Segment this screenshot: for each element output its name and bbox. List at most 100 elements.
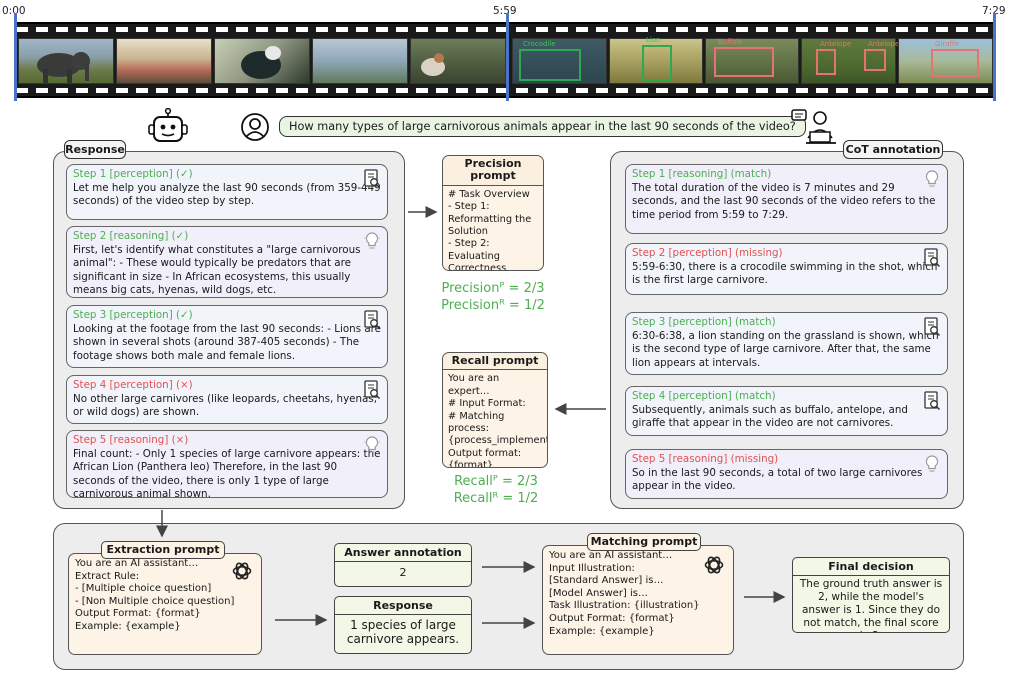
video-frame-flowers <box>116 38 212 84</box>
giraffe-bbox: Giraffe <box>931 40 979 77</box>
perception-icon <box>364 310 381 330</box>
final-decision-end: . <box>879 630 882 632</box>
cot-annotation-panel-title: CoT annotation <box>843 140 943 159</box>
antelope-bbox-1: Antelope <box>816 40 851 75</box>
video-frame-crocodile: Crocodile <box>512 38 607 84</box>
response-step-1-header: Step 1 [perception] (✓) <box>73 168 193 180</box>
recall-prompt-title: Recall prompt <box>443 353 547 371</box>
lion-bbox: Lion <box>642 36 672 81</box>
cot-step-4: Step 4 [perception] (match) Subsequently… <box>625 386 948 436</box>
extraction-prompt-title: Extraction prompt <box>101 541 225 559</box>
bird-silhouette <box>241 46 281 79</box>
matching-prompt-line: Input Illustration: <box>549 562 635 574</box>
extraction-prompt-line: - [Non Multiple choice question] <box>75 595 235 607</box>
video-frame-bird <box>214 38 310 84</box>
cot-step-3: Step 3 [perception] (match) 6:30-6:38, a… <box>625 312 948 375</box>
response-step-2-header: Step 2 [reasoning] (✓) <box>73 230 189 242</box>
recall-prompt-line: # Matching process: {process_implement} <box>448 410 548 447</box>
response-step-4: Step 4 [perception] (×) No other large c… <box>66 375 388 424</box>
matching-prompt-title: Matching prompt <box>587 533 701 551</box>
timeline-end-marker <box>993 13 996 101</box>
final-decision-text: The ground truth answer is 2, while the … <box>799 578 943 632</box>
film-perforations-top <box>16 27 995 32</box>
response-step-2-text: First, let's identify what constitutes a… <box>73 243 361 297</box>
extraction-prompt-line: Output Format: {format} <box>75 608 201 620</box>
response-step-2: Step 2 [reasoning] (✓) First, let's iden… <box>66 226 388 298</box>
antelope-bbox-label-1: Antelope <box>820 40 852 48</box>
video-frame-giraffe: Giraffe <box>898 38 993 84</box>
cot-step-4-text: Subsequently, animals such as buffalo, a… <box>632 403 908 430</box>
buffalo-bbox: Buffalo <box>714 38 774 77</box>
precision-prompt-line: - Step 1: Reformatting the Solution <box>448 201 532 238</box>
model-response-value: 1 species of large carnivore appears. <box>346 618 460 646</box>
buffalo-bbox-label: Buffalo <box>718 38 743 46</box>
perception-icon <box>924 391 941 411</box>
response-step-3: Step 3 [perception] (✓) Looking at the f… <box>66 305 388 368</box>
crocodile-bbox: Crocodile <box>519 40 581 81</box>
matching-prompt-line: You are an AI assistant… <box>549 550 673 561</box>
model-response-box: Response 1 species of large carnivore ap… <box>334 596 472 654</box>
matching-prompt-line: [Model Answer] is… <box>549 587 649 599</box>
precision-prompt-line: # Task Overview <box>448 188 530 200</box>
answer-annotation-value: 2 <box>399 566 407 579</box>
film-perforations-bottom <box>16 88 995 93</box>
perception-icon <box>364 380 381 400</box>
final-score: 0 <box>872 630 879 632</box>
cot-step-1-text: The total duration of the video is 7 min… <box>632 181 936 221</box>
extraction-prompt-line: - [Multiple choice question] <box>75 583 212 595</box>
response-step-5-text: Final count: - Only 1 species of large c… <box>73 447 381 498</box>
response-step-4-text: No other large carnivores (like leopards… <box>73 392 377 419</box>
lightbulb-icon <box>364 232 380 249</box>
cot-step-5-header: Step 5 [reasoning] (missing) <box>632 453 779 465</box>
recall-p-metric: Recallᴾ = 2/3 <box>454 474 538 489</box>
response-step-1-text: Let me help you analyze the last 90 seco… <box>73 181 381 208</box>
response-step-5: Step 5 [reasoning] (×) Final count: - On… <box>66 430 388 498</box>
timeline-start-label: 0:00 <box>2 5 26 17</box>
video-frame-small-bird <box>410 38 506 84</box>
antelope-bbox-2: Antelope <box>864 40 899 71</box>
cot-step-1: Step 1 [reasoning] (match) The total dur… <box>625 164 948 234</box>
robot-icon <box>148 107 188 144</box>
perception-icon <box>924 317 941 337</box>
matching-prompt-box: You are an AI assistant… Input Illustrat… <box>542 545 734 655</box>
response-step-5-header: Step 5 [reasoning] (×) <box>73 434 189 446</box>
precision-prompt-title: Precision prompt <box>443 156 543 186</box>
response-step-4-header: Step 4 [perception] (×) <box>73 379 193 391</box>
matching-prompt-line: [Standard Answer] is… <box>549 575 664 587</box>
recall-prompt-box: Recall prompt You are an expert… # Input… <box>442 352 548 468</box>
final-decision-box: Final decision The ground truth answer i… <box>792 557 950 633</box>
timeline-end-label: 7:29 <box>982 5 1006 17</box>
timeline-mid-marker <box>506 13 509 101</box>
lightbulb-icon <box>925 455 939 472</box>
antelope-bbox-label-2: Antelope <box>868 40 900 48</box>
recall-prompt-line: You are an expert… <box>448 373 500 397</box>
openai-logo-icon <box>232 562 252 580</box>
user-icon <box>240 112 270 142</box>
video-filmstrip: Crocodile Lion Buffalo Antelope Antelope… <box>16 22 995 98</box>
response-panel-title: Response <box>64 140 126 159</box>
cot-step-5-text: So in the last 90 seconds, a total of tw… <box>632 466 923 493</box>
crocodile-bbox-label: Crocodile <box>523 40 556 48</box>
video-frame-elephant <box>18 38 114 84</box>
matching-prompt-line: Example: {example} <box>549 625 655 637</box>
recall-prompt-line: Output format: {format} <box>448 447 522 468</box>
answer-annotation-title: Answer annotation <box>335 544 471 562</box>
video-frame-lion: Lion <box>609 36 703 84</box>
elephant-silhouette <box>37 52 90 83</box>
extraction-prompt-line: You are an AI assistant… <box>75 558 199 569</box>
lightbulb-icon <box>364 436 380 453</box>
timeline-start-marker <box>14 13 17 101</box>
lion-bbox-label: Lion <box>646 36 661 44</box>
perception-icon <box>364 169 381 189</box>
recall-r-metric: Recallᴿ = 1/2 <box>453 491 539 506</box>
video-frame-waterlilies <box>312 38 408 84</box>
precision-prompt-line: - Step 2: Evaluating Correctness <box>448 238 507 271</box>
model-response-title: Response <box>335 597 471 615</box>
precision-r-metric: Precisionᴿ = 1/2 <box>441 298 545 313</box>
cot-step-5: Step 5 [reasoning] (missing) So in the l… <box>625 449 948 499</box>
timeline-mid-label: 5:59 <box>493 5 517 17</box>
matching-prompt-line: Task Illustration: {illustration} <box>549 600 700 612</box>
cot-step-2-header: Step 2 [perception] (missing) <box>632 247 783 259</box>
question-bubble: How many types of large carnivorous anim… <box>279 116 806 137</box>
cot-step-3-text: 6:30-6:38, a lion standing on the grassl… <box>632 329 939 369</box>
